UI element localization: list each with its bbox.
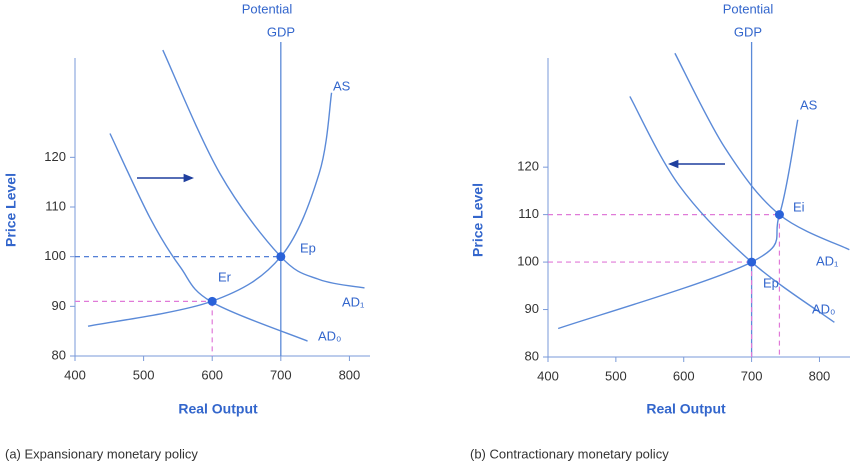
curve (109, 133, 308, 342)
curve-label: AS (800, 97, 818, 112)
point-label: Ei (793, 199, 805, 214)
curve-label: AD₀ (318, 328, 341, 343)
x-tick-label: 800 (339, 367, 361, 382)
y-tick-label: 100 (44, 248, 66, 263)
x-tick-label: 400 (537, 368, 559, 383)
x-tick-label: 700 (270, 367, 292, 382)
point-label: Ep (763, 275, 779, 290)
y-tick-label: 90 (525, 301, 539, 316)
curve-label: AD₁ (342, 294, 365, 309)
potential-gdp-label: Potential (723, 1, 774, 16)
y-tick-label: 90 (52, 298, 66, 313)
equilibrium-point (207, 296, 217, 306)
y-tick-label: 110 (45, 198, 66, 213)
potential-gdp-label: GDP (734, 24, 762, 39)
y-tick-label: 100 (517, 254, 539, 269)
x-tick-label: 700 (741, 368, 763, 383)
x-tick-label: 500 (605, 368, 627, 383)
y-tick-label: 120 (517, 159, 539, 174)
potential-gdp-label: Potential (242, 1, 293, 16)
equilibrium-point (276, 252, 286, 262)
curve-label: AS (333, 78, 351, 93)
point-label: Er (218, 269, 232, 284)
curve (629, 96, 835, 323)
x-tick-label: 600 (673, 368, 695, 383)
x-axis-label: Real Output (178, 401, 258, 417)
x-tick-label: 600 (201, 367, 223, 382)
y-tick-label: 110 (518, 206, 539, 221)
curve (557, 119, 799, 330)
equilibrium-point (774, 210, 784, 220)
caption: (a) Expansionary monetary policy (5, 446, 198, 461)
x-tick-label: 800 (809, 368, 831, 383)
y-tick-label: 120 (44, 149, 66, 164)
curve (162, 49, 365, 289)
x-axis-label: Real Output (646, 401, 726, 417)
y-axis-label: Price Level (3, 173, 19, 247)
equilibrium-point (747, 257, 757, 267)
y-tick-label: 80 (525, 348, 539, 363)
x-tick-label: 400 (64, 367, 86, 382)
curve (87, 92, 333, 327)
caption: (b) Contractionary monetary policy (470, 446, 669, 461)
curve (674, 52, 850, 251)
point-label: Ep (300, 240, 316, 255)
y-axis-label: Price Level (470, 183, 486, 257)
y-tick-label: 80 (52, 347, 66, 362)
potential-gdp-label: GDP (267, 24, 295, 39)
curve-label: AD₀ (812, 301, 835, 316)
x-tick-label: 500 (133, 367, 155, 382)
curve-label: AD₁ (816, 253, 839, 268)
